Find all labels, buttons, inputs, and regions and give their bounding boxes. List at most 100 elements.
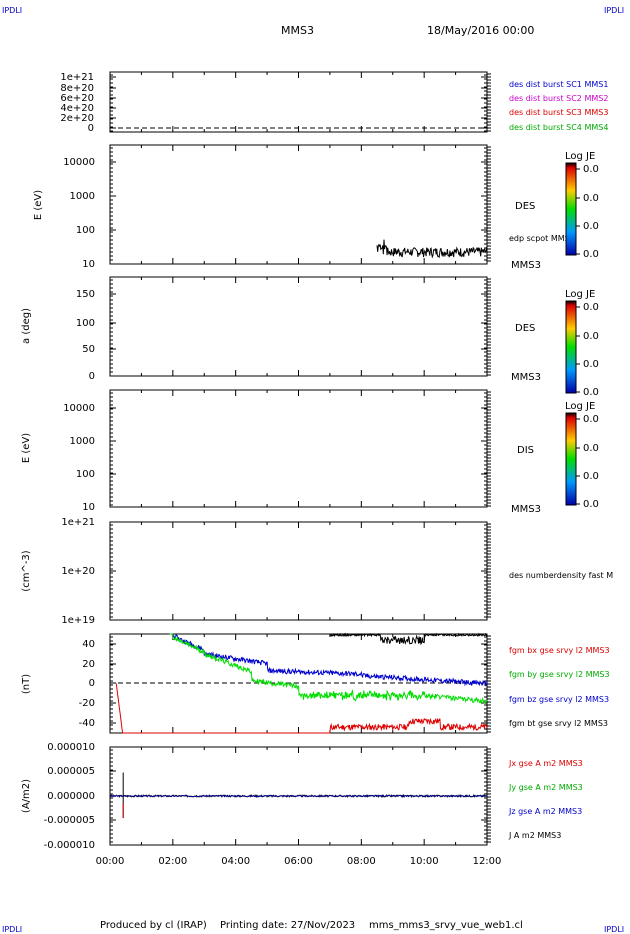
- corner-label-bottom-left: IPDLI: [2, 925, 22, 934]
- panel-6-ylabel: (nT): [21, 674, 32, 694]
- colorbar-tick-label: 0.0: [583, 193, 599, 204]
- corner-label-top-right: IPDLI: [604, 6, 624, 15]
- x-tick-label: 08:00: [347, 856, 376, 867]
- corner-label-top-left: IPDLI: [2, 6, 22, 15]
- y-tick-label: 0: [88, 123, 94, 134]
- colorbar-scale: [565, 162, 577, 256]
- panel-4-ticks: 10000 1000 100 10: [63, 390, 491, 513]
- legend-bz: fgm bz gse srvy l2 MMS3: [509, 695, 609, 704]
- x-tick-label: 06:00: [284, 856, 313, 867]
- panel-1-frame: [109, 71, 488, 133]
- panel-2-des-energy: 10000 1000 100 10 E (eV) DES edp scpot MMS3…: [33, 144, 599, 271]
- panel-3-ticks: 150 100 50 0: [76, 277, 491, 382]
- legend-jx: Jx gse A m2 MMS3: [508, 759, 583, 768]
- y-tick-label: 6e+20: [60, 93, 94, 104]
- panel-2-series-label: edp scpot MMS3: [509, 234, 575, 243]
- colorbar-title: Log JE: [565, 401, 595, 412]
- bx-line: [115, 683, 488, 734]
- y-tick-label: -0.000010: [44, 840, 95, 851]
- panel-3-side-label: DES: [515, 323, 535, 334]
- panel-5-frame: [109, 521, 488, 621]
- bt-line: [326, 632, 488, 646]
- y-tick-label: 0: [89, 371, 95, 382]
- x-tick-label: 02:00: [158, 856, 187, 867]
- panel-4-colorbar: Log JE 0.0 0.0 0.0 0.0: [565, 401, 599, 510]
- colorbar-tick-label: 0.0: [583, 164, 599, 175]
- panel-4-ylabel: E (eV): [21, 433, 32, 463]
- panel-3-frame: [109, 276, 488, 377]
- x-tick-label: 10:00: [410, 856, 439, 867]
- panel-5-legend: des numberdensity fast M: [509, 571, 613, 580]
- legend-jz: Jz gse A m2 MMS3: [508, 807, 582, 816]
- panel-4-dis-energy: 10000 1000 100 10 E (eV) DIS MMS3 Log JE 0.0…: [21, 389, 599, 515]
- y-tick-label: 1e+19: [61, 615, 95, 626]
- panel-5-number-density: 1e+21 1e+20 1e+19 (cm^-3) des numberdensit…: [21, 517, 613, 626]
- by-line: [169, 633, 488, 705]
- colorbar-tick-label: 0.0: [583, 499, 599, 510]
- panel-7-ticks: 0.000010 0.000005 0.000000 -0.000005 -0.0000…: [44, 742, 491, 851]
- panel-3-des-pitch: 150 100 50 0 a (deg) DES MMS3 Log JE 0.0 0.0 0…: [21, 276, 599, 398]
- y-tick-label: 8e+20: [60, 83, 94, 94]
- colorbar-tick-label: 0.0: [583, 387, 599, 398]
- y-tick-label: 1e+21: [61, 517, 95, 528]
- y-tick-label: 1000: [70, 436, 95, 447]
- colorbar-tick-label: 0.0: [583, 331, 599, 342]
- colorbar-tick-label: 0.0: [583, 249, 599, 260]
- colorbar-scale: [565, 412, 577, 506]
- corner-label-bottom-right: IPDLI: [604, 925, 624, 934]
- colorbar-tick-label: 0.0: [583, 471, 599, 482]
- b-field-series: [115, 632, 488, 734]
- y-tick-label: 1e+20: [61, 566, 95, 577]
- y-tick-label: -0.000005: [44, 815, 95, 826]
- panel-3-bottom-label: MMS3: [511, 372, 541, 383]
- y-tick-label: 2e+20: [60, 113, 94, 124]
- y-tick-label: 0.000010: [47, 742, 95, 753]
- legend-by: fgm by gse srvy l2 MMS3: [509, 670, 610, 679]
- time-axis: 00:00 02:00 04:00 06:00 08:00 10:00 12:00: [96, 856, 502, 867]
- y-tick-label: 10: [82, 502, 95, 513]
- y-tick-label: 150: [76, 289, 95, 300]
- panel-3-ylabel: a (deg): [21, 308, 32, 344]
- panel-7-ylabel: (A/m2): [21, 779, 32, 813]
- panel-3-colorbar: Log JE 0.0 0.0 0.0 0.0: [565, 289, 599, 398]
- panel-5-ticks: 1e+21 1e+20 1e+19: [61, 517, 491, 626]
- legend-sc2: des dist burst SC2 MMS2: [509, 94, 608, 103]
- y-tick-label: 1000: [70, 191, 95, 202]
- y-tick-label: 40: [82, 639, 95, 650]
- panel-4-side-label: DIS: [517, 445, 534, 456]
- spacecraft-title: MMS3: [281, 24, 314, 37]
- y-tick-label: 10000: [63, 403, 95, 414]
- y-tick-label: 20: [82, 659, 95, 670]
- colorbar-scale: [565, 300, 577, 394]
- x-tick-label: 04:00: [221, 856, 250, 867]
- colorbar-title: Log JE: [565, 289, 595, 300]
- panel-5-ylabel: (cm^-3): [21, 550, 32, 591]
- colorbar-title: Log JE: [565, 151, 595, 162]
- panel-2-ylabel: E (eV): [33, 190, 44, 220]
- panel-4-bottom-label: MMS3: [511, 504, 541, 515]
- legend-bt: fgm bt gse srvy l2 MMS3: [509, 719, 608, 728]
- current-series: [109, 772, 488, 819]
- colorbar-tick-label: 0.0: [583, 359, 599, 370]
- footer-printing-date: Printing date: 27/Nov/2023: [220, 920, 355, 931]
- panel-2-side-label: DES: [515, 201, 535, 212]
- y-tick-label: 10000: [63, 157, 95, 168]
- y-tick-label: 0.000000: [47, 791, 95, 802]
- colorbar-tick-label: 0.0: [583, 414, 599, 425]
- panel-2-bottom-label: MMS3: [511, 260, 541, 271]
- colorbar-tick-label: 0.0: [583, 302, 599, 313]
- footer-filename: mms_mms3_srvy_vue_web1.cl: [369, 920, 523, 931]
- legend-bx: fgm bx gse srvy l2 MMS3: [509, 646, 610, 655]
- datetime-title: 18/May/2016 00:00: [427, 24, 534, 37]
- legend-sc3: des dist burst SC3 MMS3: [509, 108, 608, 117]
- jz-line: [109, 794, 488, 798]
- y-tick-label: 1e+21: [60, 72, 94, 83]
- y-tick-label: 100: [76, 469, 95, 480]
- y-tick-label: 10: [82, 259, 95, 270]
- colorbar-tick-label: 0.0: [583, 221, 599, 232]
- colorbar-tick-label: 0.0: [583, 443, 599, 454]
- legend-jy: Jy gse A m2 MMS3: [508, 783, 583, 792]
- panel-6-magnetic-field: 40 20 0 -20 -40 (nT) fgm bx gse srvy l2 MMS3…: [21, 632, 610, 734]
- y-tick-label: -40: [79, 718, 95, 729]
